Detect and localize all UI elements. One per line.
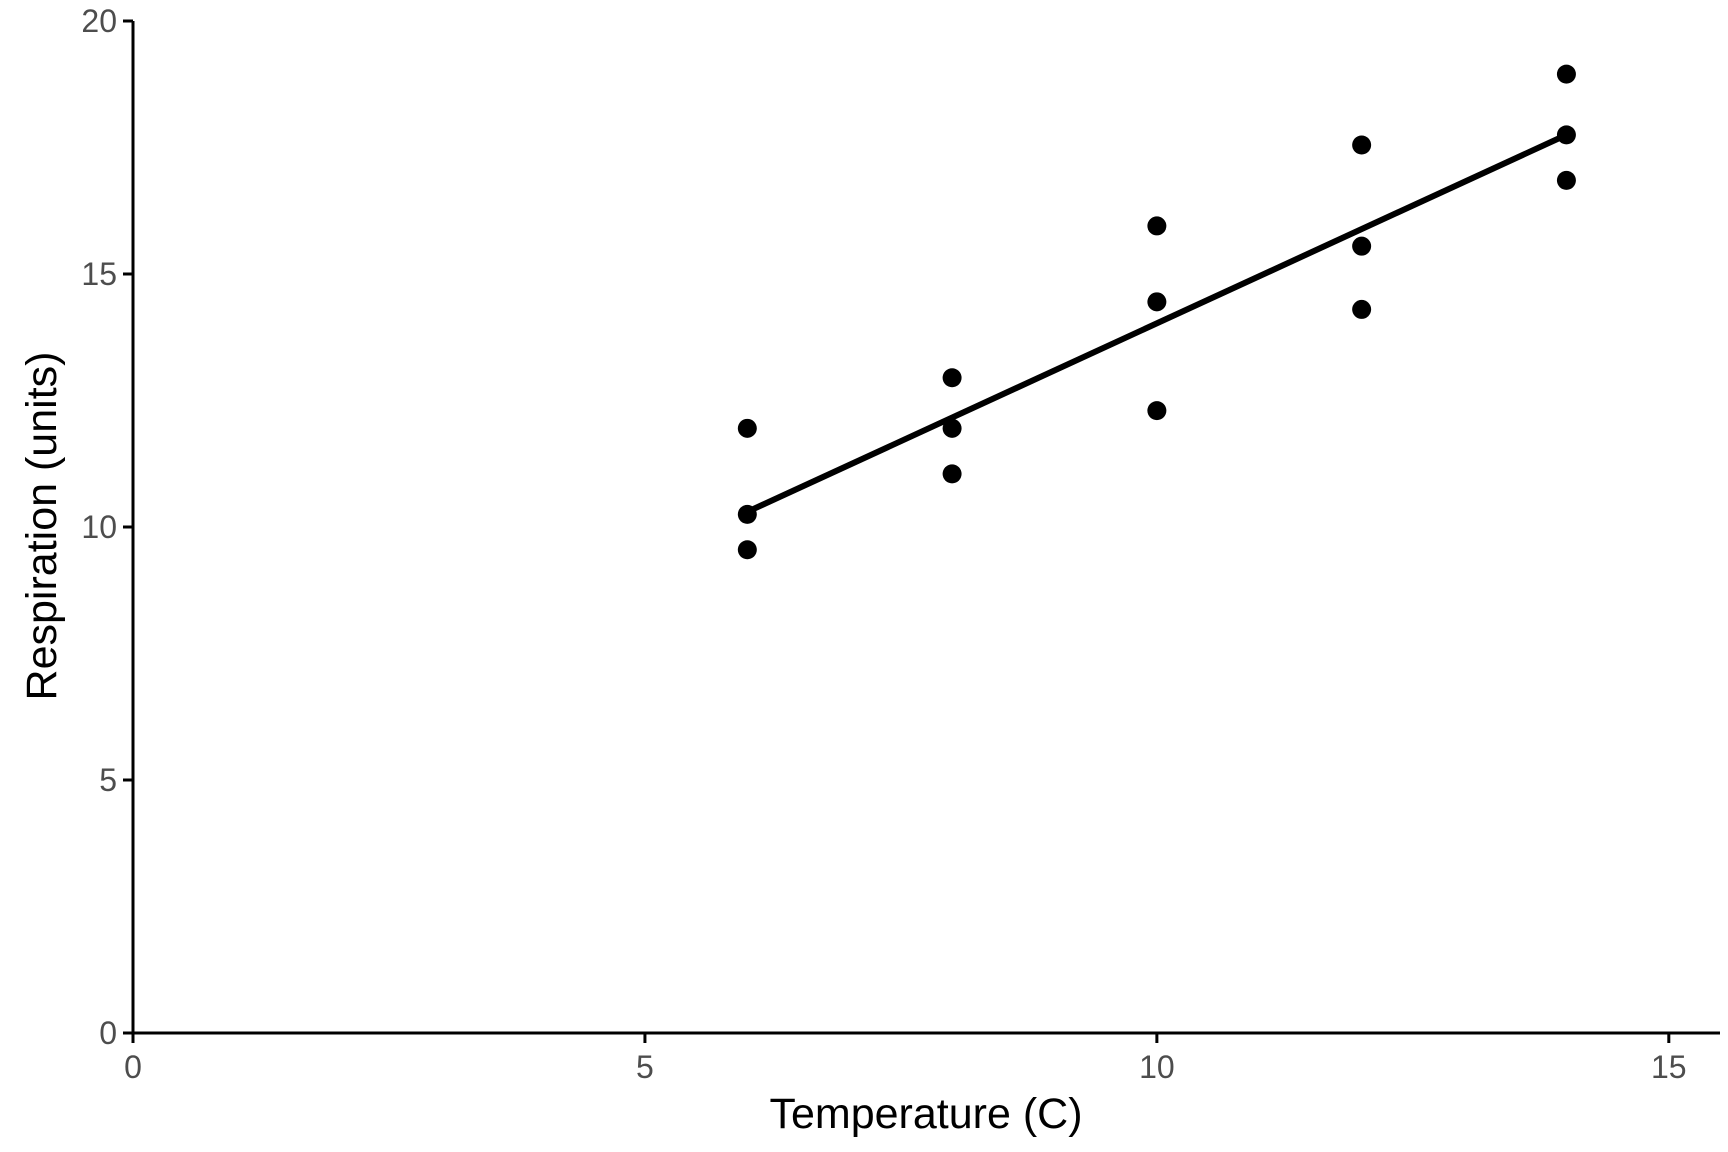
data-point <box>942 418 962 438</box>
plot-area <box>737 64 1576 560</box>
y-tick-label: 20 <box>81 3 117 39</box>
data-marks <box>737 64 1576 560</box>
y-tick-label: 0 <box>99 1015 117 1051</box>
data-point <box>737 504 757 524</box>
data-point <box>1352 299 1372 319</box>
data-point <box>1352 135 1372 155</box>
data-point <box>1147 292 1167 312</box>
data-point <box>1147 401 1167 421</box>
data-point <box>942 368 962 388</box>
x-tick-label: 10 <box>1139 1049 1175 1085</box>
data-point <box>1556 125 1576 145</box>
x-tick-label: 0 <box>124 1049 142 1085</box>
data-point <box>942 464 962 484</box>
x-tick-label: 15 <box>1651 1049 1687 1085</box>
y-axis-title: Respiration (units) <box>18 352 66 701</box>
data-point <box>1147 216 1167 236</box>
data-point <box>737 418 757 438</box>
data-point <box>737 540 757 560</box>
x-axis-ticks: 0 5 10 15 <box>124 1033 1687 1085</box>
data-point <box>1352 236 1372 256</box>
data-point <box>1556 64 1576 84</box>
y-axis-ticks: 0 5 10 15 20 <box>81 3 133 1051</box>
y-tick-label: 5 <box>99 762 117 798</box>
y-tick-label: 10 <box>81 509 117 545</box>
y-tick-label: 15 <box>81 256 117 292</box>
x-tick-label: 5 <box>636 1049 654 1085</box>
data-point <box>1556 170 1576 190</box>
x-axis-title: Temperature (C) <box>769 1090 1082 1138</box>
regression-line <box>746 132 1568 515</box>
